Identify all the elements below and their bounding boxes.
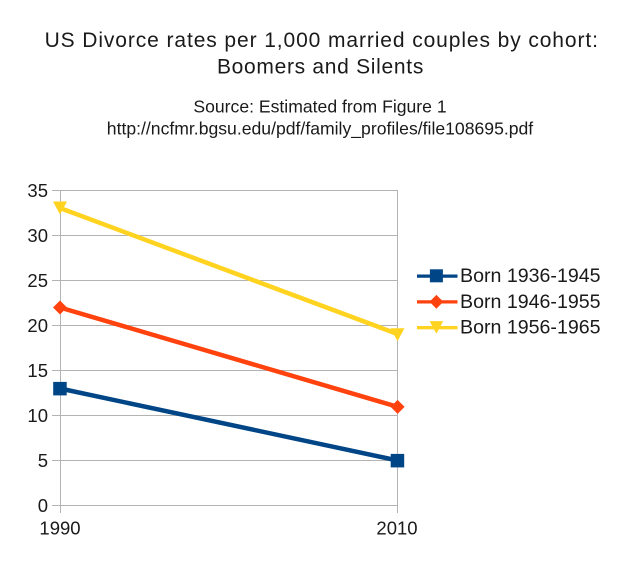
svg-text:US Divorce rates per 1,000 mar: US Divorce rates per 1,000 married coupl…	[45, 29, 599, 52]
svg-text:Born 1936-1945: Born 1936-1945	[460, 265, 601, 287]
svg-text:Boomers and Silents: Boomers and Silents	[217, 56, 424, 79]
svg-text:2010: 2010	[376, 517, 417, 538]
svg-text:25: 25	[27, 270, 48, 291]
svg-text:1990: 1990	[39, 517, 80, 538]
svg-text:0: 0	[38, 495, 48, 516]
svg-text:Source: Estimated from Figure: Source: Estimated from Figure 1	[193, 97, 446, 117]
svg-text:30: 30	[27, 225, 48, 246]
svg-text:5: 5	[38, 450, 48, 471]
svg-text:http://ncfmr.bgsu.edu/pdf/fami: http://ncfmr.bgsu.edu/pdf/family_profile…	[107, 118, 534, 139]
svg-text:15: 15	[27, 360, 48, 381]
svg-text:10: 10	[27, 405, 48, 426]
svg-text:20: 20	[27, 315, 48, 336]
svg-text:35: 35	[27, 180, 48, 201]
svg-text:Born 1946-1955: Born 1946-1955	[460, 291, 601, 313]
svg-text:Born 1956-1965: Born 1956-1965	[460, 317, 601, 339]
